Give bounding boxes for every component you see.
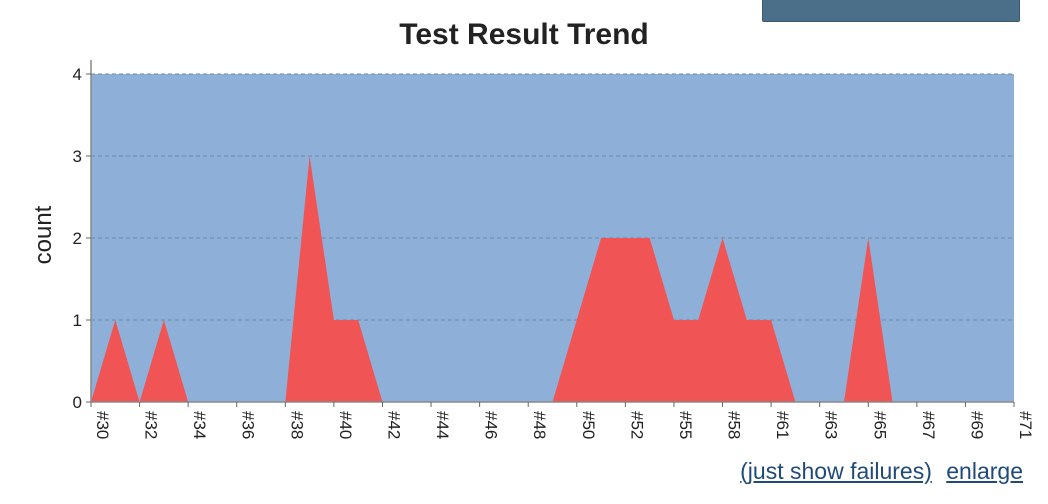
y-tick-label: 0 (73, 393, 82, 412)
y-tick-label: 2 (73, 229, 82, 248)
failed-series-area (91, 156, 1014, 402)
x-tick-label: #36 (239, 411, 258, 439)
enlarge-link[interactable]: enlarge (946, 458, 1023, 484)
x-tick-label: #38 (287, 411, 306, 439)
y-tick-label: 1 (73, 311, 82, 330)
x-tick-label: #63 (822, 411, 841, 439)
x-tick-label: #71 (1016, 411, 1035, 439)
x-tick-label: #32 (142, 411, 161, 439)
x-tick-label: #55 (676, 411, 695, 439)
chart-title: Test Result Trend (399, 18, 649, 51)
just-show-failures-link[interactable]: (just show failures) (740, 458, 932, 484)
x-tick-label: #67 (919, 411, 938, 439)
x-tick-label: #40 (336, 411, 355, 439)
x-tick-label: #52 (627, 411, 646, 439)
x-tick-label: #34 (190, 411, 209, 439)
top-action-button[interactable] (762, 0, 1020, 22)
y-tick-label: 4 (73, 65, 82, 84)
x-tick-label: #48 (530, 411, 549, 439)
y-axis-label: count (30, 205, 57, 264)
x-tick-label: #65 (870, 411, 889, 439)
x-tick-label: #30 (93, 411, 112, 439)
y-tick-label: 3 (73, 147, 82, 166)
x-tick-label: #61 (773, 411, 792, 439)
chart-links: (just show failures) enlarge (732, 458, 1023, 485)
x-tick-label: #46 (482, 411, 501, 439)
x-tick-label: #44 (433, 411, 452, 439)
x-tick-label: #58 (725, 411, 744, 439)
x-tick-label: #42 (384, 411, 403, 439)
x-tick-label: #69 (967, 411, 986, 439)
x-tick-label: #50 (579, 411, 598, 439)
